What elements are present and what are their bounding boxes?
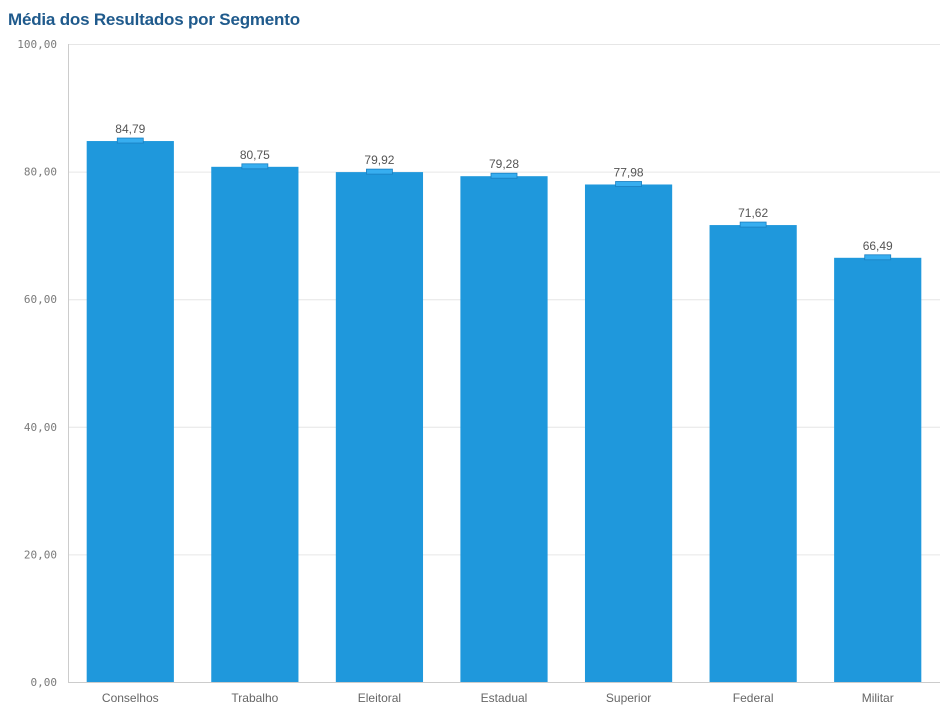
y-tick-label: 20,00 bbox=[24, 548, 57, 561]
bar-value-marker bbox=[116, 137, 144, 144]
x-tick-label: Estadual bbox=[481, 691, 528, 705]
chart-title: Média dos Resultados por Segmento bbox=[8, 10, 300, 29]
bar[interactable] bbox=[211, 166, 299, 682]
y-tick-label: 60,00 bbox=[24, 293, 57, 306]
y-tick-label: 0,00 bbox=[31, 676, 58, 689]
x-tick-label: Federal bbox=[733, 691, 774, 705]
y-axis: 0,00 20,00 40,00 60,00 80,00 100,00 bbox=[17, 38, 69, 689]
bar[interactable] bbox=[335, 172, 424, 682]
bar-value-label: 71,62 bbox=[738, 206, 768, 220]
bar-value-label: 84,79 bbox=[115, 122, 145, 136]
bar-value-label: 80,75 bbox=[240, 148, 270, 162]
x-tick-label: Conselhos bbox=[102, 691, 159, 705]
bar-value-label: 66,49 bbox=[863, 239, 893, 253]
y-tick-label: 40,00 bbox=[24, 421, 57, 434]
bar-value-marker bbox=[864, 254, 892, 261]
labels: 84,79 Conselhos 80,75 Trabalho 79,92 Eleitora… bbox=[102, 122, 894, 705]
bar-value-marker bbox=[739, 221, 767, 228]
bar-value-label: 79,28 bbox=[489, 157, 519, 171]
bar-value-marker bbox=[241, 163, 269, 170]
bar[interactable] bbox=[584, 184, 673, 682]
bar-value-label: 79,92 bbox=[364, 153, 394, 167]
x-tick-label: Trabalho bbox=[231, 691, 278, 705]
bar-value-marker bbox=[490, 172, 518, 179]
y-tick-label: 80,00 bbox=[24, 166, 57, 179]
bar[interactable] bbox=[709, 225, 797, 683]
bar-value-marker bbox=[366, 168, 393, 175]
bar[interactable] bbox=[460, 176, 548, 682]
y-tick-label: 100,00 bbox=[17, 38, 57, 51]
bar-value-marker bbox=[615, 181, 642, 187]
bar-value-label: 77,98 bbox=[614, 165, 644, 179]
bars bbox=[86, 137, 922, 683]
bar[interactable] bbox=[86, 141, 174, 682]
bar[interactable] bbox=[834, 257, 922, 682]
x-tick-label: Superior bbox=[606, 691, 651, 705]
x-tick-label: Militar bbox=[862, 691, 894, 705]
x-tick-label: Eleitoral bbox=[358, 691, 401, 705]
